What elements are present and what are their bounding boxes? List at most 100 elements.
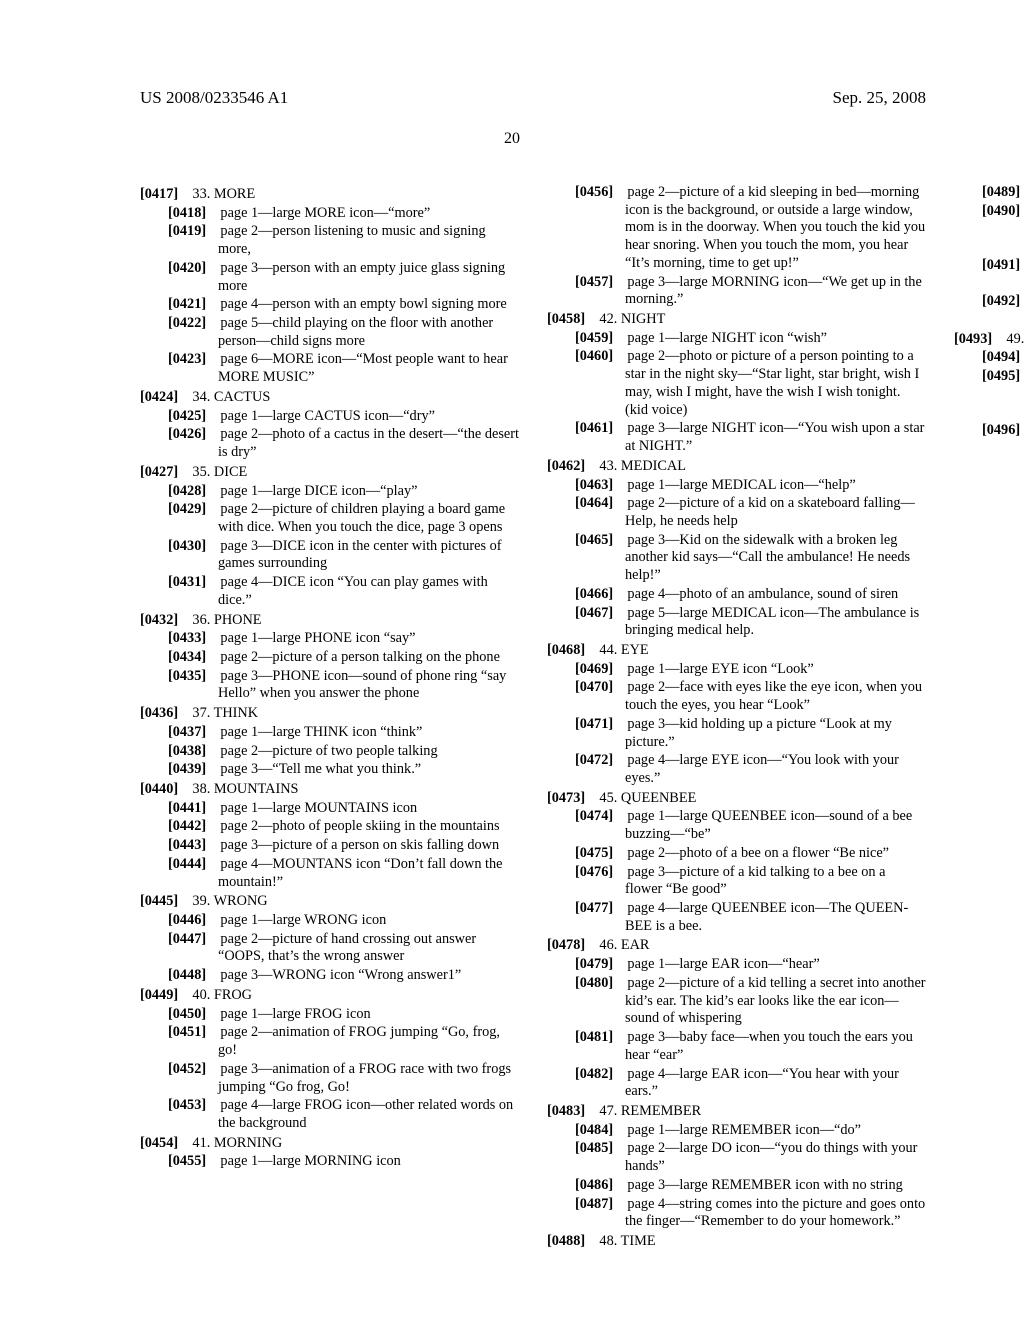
paragraph: [0477] page 4—large QUEENBEE icon—The QU… [547, 900, 926, 935]
paragraph-number: [0440] [140, 781, 178, 797]
paragraph-number: [0451] [168, 1024, 206, 1040]
paragraph-number: [0445] [140, 893, 178, 909]
paragraph-number: [0475] [575, 845, 613, 861]
paragraph-number: [0421] [168, 296, 206, 312]
paragraph-number: [0458] [547, 311, 585, 327]
paragraph-number: [0479] [575, 956, 613, 972]
paragraph-number: [0453] [168, 1097, 206, 1113]
paragraph-number: [0457] [575, 274, 613, 290]
paragraph-number: [0477] [575, 900, 613, 916]
paragraph: [0447] page 2—picture of hand crossing o… [140, 931, 519, 966]
paragraph: [0422] page 5—child playing on the floor… [140, 315, 519, 350]
section-heading: [0454] 41. MORNING [140, 1135, 519, 1153]
paragraph-number: [0436] [140, 705, 178, 721]
paragraph-number: [0439] [168, 761, 206, 777]
paragraph-number: [0427] [140, 464, 178, 480]
paragraph-number: [0432] [140, 612, 178, 628]
paragraph: [0444] page 4—MOUNTANS icon “Don’t fall … [140, 856, 519, 891]
paragraph-number: [0430] [168, 538, 206, 554]
paragraph: [0467] page 5—large MEDICAL icon—The amb… [547, 605, 926, 640]
paragraph: [0472] page 4—large EYE icon—“You look w… [547, 752, 926, 787]
paragraph: [0456] page 2—picture of a kid sleeping … [547, 184, 926, 273]
paragraph-number: [0429] [168, 501, 206, 517]
paragraph: [0457] page 3—large MORNING icon—“We get… [547, 274, 926, 309]
paragraph-number: [0447] [168, 931, 206, 947]
paragraph-number: [0418] [168, 205, 206, 221]
paragraph-number: [0452] [168, 1061, 206, 1077]
paragraph-number: [0468] [547, 642, 585, 658]
paragraph: [0463] page 1—large MEDICAL icon—“help” [547, 477, 926, 495]
paragraph: [0435] page 3—PHONE icon—sound of phone … [140, 668, 519, 703]
publication-date: Sep. 25, 2008 [833, 88, 927, 108]
paragraph-number: [0494] [982, 349, 1020, 365]
paragraph: [0425] page 1—large CACTUS icon—“dry” [140, 408, 519, 426]
paragraph: [0450] page 1—large FROG icon [140, 1006, 519, 1024]
paragraph: [0441] page 1—large MOUNTAINS icon [140, 800, 519, 818]
paragraph-number: [0485] [575, 1140, 613, 1156]
paragraph: [0460] page 2—photo or picture of a pers… [547, 348, 926, 419]
paragraph: [0433] page 1—large PHONE icon “say” [140, 630, 519, 648]
paragraph-number: [0492] [982, 293, 1020, 309]
paragraph-number: [0425] [168, 408, 206, 424]
paragraph: [0421] page 4—person with an empty bowl … [140, 296, 519, 314]
section-heading: [0493] 49. YORK [954, 331, 1024, 349]
paragraph-number: [0434] [168, 649, 206, 665]
paragraph: [0437] page 1—large THINK icon “think” [140, 724, 519, 742]
section-heading: [0473] 45. QUEENBEE [547, 790, 926, 808]
paragraph: [0485] page 2—large DO icon—“you do thin… [547, 1140, 926, 1175]
paragraph: [0443] page 3—picture of a person on ski… [140, 837, 519, 855]
paragraph-number: [0449] [140, 987, 178, 1003]
paragraph-number: [0441] [168, 800, 206, 816]
paragraph: [0475] page 2—photo of a bee on a flower… [547, 845, 926, 863]
section-heading: [0440] 38. MOUNTAINS [140, 781, 519, 799]
paragraph-number: [0472] [575, 752, 613, 768]
paragraph-number: [0484] [575, 1122, 613, 1138]
paragraph: [0423] page 6—MORE icon—“Most people wan… [140, 351, 519, 386]
paragraph-number: [0474] [575, 808, 613, 824]
paragraph-number: [0444] [168, 856, 206, 872]
paragraph-number: [0446] [168, 912, 206, 928]
paragraph: [0448] page 3—WRONG icon “Wrong answer1” [140, 967, 519, 985]
paragraph: [0464] page 2—picture of a kid on a skat… [547, 495, 926, 530]
paragraph: [0486] page 3—large REMEMBER icon with n… [547, 1177, 926, 1195]
paragraph: [0476] page 3—picture of a kid talking t… [547, 864, 926, 899]
paragraph-number: [0417] [140, 186, 178, 202]
paragraph-number: [0422] [168, 315, 206, 331]
section-heading: [0445] 39. WRONG [140, 893, 519, 911]
paragraph: [0470] page 2—face with eyes like the ey… [547, 679, 926, 714]
patent-page: US 2008/0233546 A1 Sep. 25, 2008 20 [041… [0, 0, 1024, 1320]
paragraph-number: [0491] [982, 257, 1020, 273]
paragraph-number: [0419] [168, 223, 206, 239]
paragraph-number: [0481] [575, 1029, 613, 1045]
paragraph: [0465] page 3—Kid on the sidewalk with a… [547, 532, 926, 585]
paragraph-number: [0467] [575, 605, 613, 621]
paragraph: [0429] page 2—picture of children playin… [140, 501, 519, 536]
paragraph-number: [0483] [547, 1103, 585, 1119]
paragraph-number: [0461] [575, 420, 613, 436]
paragraph: [0420] page 3—person with an empty juice… [140, 260, 519, 295]
paragraph: [0481] page 3—baby face—when you touch t… [547, 1029, 926, 1064]
paragraph: [0487] page 4—string comes into the pict… [547, 1196, 926, 1231]
paragraph: [0482] page 4—large EAR icon—“You hear w… [547, 1066, 926, 1101]
paragraph: [0459] page 1—large NIGHT icon “wish” [547, 330, 926, 348]
paragraph-number: [0480] [575, 975, 613, 991]
paragraph: [0452] page 3—animation of a FROG race w… [140, 1061, 519, 1096]
paragraph: [0418] page 1—large MORE icon—“more” [140, 205, 519, 223]
paragraph: [0439] page 3—“Tell me what you think.” [140, 761, 519, 779]
paragraph-number: [0482] [575, 1066, 613, 1082]
paragraph-number: [0463] [575, 477, 613, 493]
paragraph-number: [0470] [575, 679, 613, 695]
paragraph: [0461] page 3—large NIGHT icon—“You wish… [547, 420, 926, 455]
paragraph: [0451] page 2—animation of FROG jumping … [140, 1024, 519, 1059]
section-heading: [0417] 33. MORE [140, 186, 519, 204]
paragraph-number: [0495] [982, 368, 1020, 384]
paragraph: [0438] page 2—picture of two people talk… [140, 743, 519, 761]
paragraph-number: [0473] [547, 790, 585, 806]
paragraph: [0491] page 3—large TIME icon surrounded… [954, 257, 1024, 292]
paragraph: [0489] page 1—large TIME icon—“take” [954, 184, 1024, 202]
paragraph: [0469] page 1—large EYE icon “Look” [547, 661, 926, 679]
paragraph-number: [0462] [547, 458, 585, 474]
section-heading: [0424] 34. CACTUS [140, 389, 519, 407]
paragraph-number: [0433] [168, 630, 206, 646]
paragraph: [0455] page 1—large MORNING icon [140, 1153, 519, 1171]
